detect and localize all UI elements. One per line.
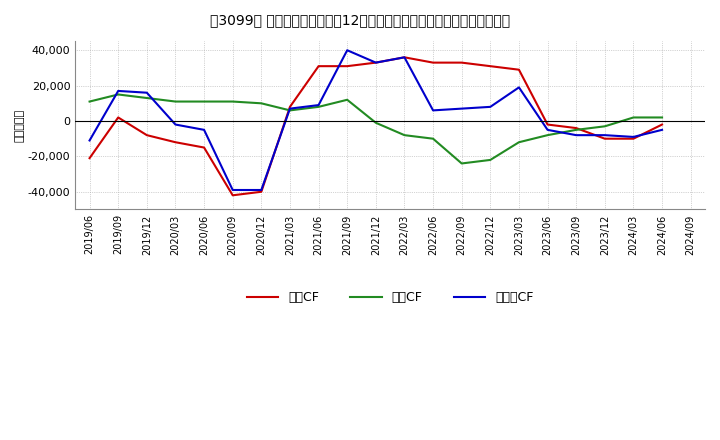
営業CF (372, 60, 380, 65)
フリーCF (544, 127, 552, 132)
フリーCF (629, 134, 638, 139)
営業CF (457, 60, 466, 65)
フリーCF (486, 104, 495, 110)
営業CF (515, 67, 523, 72)
投資CF (629, 115, 638, 120)
投資CF (85, 99, 94, 104)
フリーCF (572, 132, 580, 138)
Y-axis label: （百万円）: （百万円） (15, 109, 25, 142)
フリーCF (428, 108, 437, 113)
フリーCF (257, 187, 266, 193)
営業CF (171, 139, 180, 145)
営業CF (257, 189, 266, 194)
フリーCF (228, 187, 237, 193)
投資CF (515, 139, 523, 145)
投資CF (572, 127, 580, 132)
投資CF (428, 136, 437, 141)
Line: フリーCF: フリーCF (89, 50, 662, 190)
営業CF (85, 155, 94, 161)
投資CF (372, 120, 380, 125)
営業CF (314, 63, 323, 69)
営業CF (544, 122, 552, 127)
投資CF (257, 101, 266, 106)
営業CF (486, 63, 495, 69)
フリーCF (515, 85, 523, 90)
フリーCF (400, 55, 409, 60)
営業CF (658, 122, 667, 127)
投資CF (286, 108, 294, 113)
フリーCF (600, 132, 609, 138)
営業CF (286, 104, 294, 110)
投資CF (457, 161, 466, 166)
営業CF (428, 60, 437, 65)
フリーCF (314, 103, 323, 108)
投資CF (600, 124, 609, 129)
営業CF (143, 132, 151, 138)
営業CF (199, 145, 208, 150)
フリーCF (457, 106, 466, 111)
Text: ［3099］ キャッシュフローの12か月移動合計の対前年同期増減額の推移: ［3099］ キャッシュフローの12か月移動合計の対前年同期増減額の推移 (210, 13, 510, 27)
Line: 投資CF: 投資CF (89, 95, 662, 164)
投資CF (400, 132, 409, 138)
フリーCF (114, 88, 122, 94)
フリーCF (85, 138, 94, 143)
フリーCF (658, 127, 667, 132)
投資CF (314, 104, 323, 110)
フリーCF (143, 90, 151, 95)
営業CF (114, 115, 122, 120)
フリーCF (343, 48, 351, 53)
営業CF (228, 193, 237, 198)
投資CF (544, 132, 552, 138)
投資CF (486, 157, 495, 162)
フリーCF (372, 60, 380, 65)
投資CF (114, 92, 122, 97)
投資CF (199, 99, 208, 104)
投資CF (143, 95, 151, 101)
フリーCF (171, 122, 180, 127)
投資CF (228, 99, 237, 104)
投資CF (171, 99, 180, 104)
Legend: 営業CF, 投資CF, フリーCF: 営業CF, 投資CF, フリーCF (242, 286, 539, 309)
営業CF (572, 125, 580, 131)
営業CF (400, 55, 409, 60)
営業CF (629, 136, 638, 141)
投資CF (658, 115, 667, 120)
営業CF (600, 136, 609, 141)
営業CF (343, 63, 351, 69)
フリーCF (286, 106, 294, 111)
投資CF (343, 97, 351, 103)
Line: 営業CF: 営業CF (89, 57, 662, 195)
フリーCF (199, 127, 208, 132)
